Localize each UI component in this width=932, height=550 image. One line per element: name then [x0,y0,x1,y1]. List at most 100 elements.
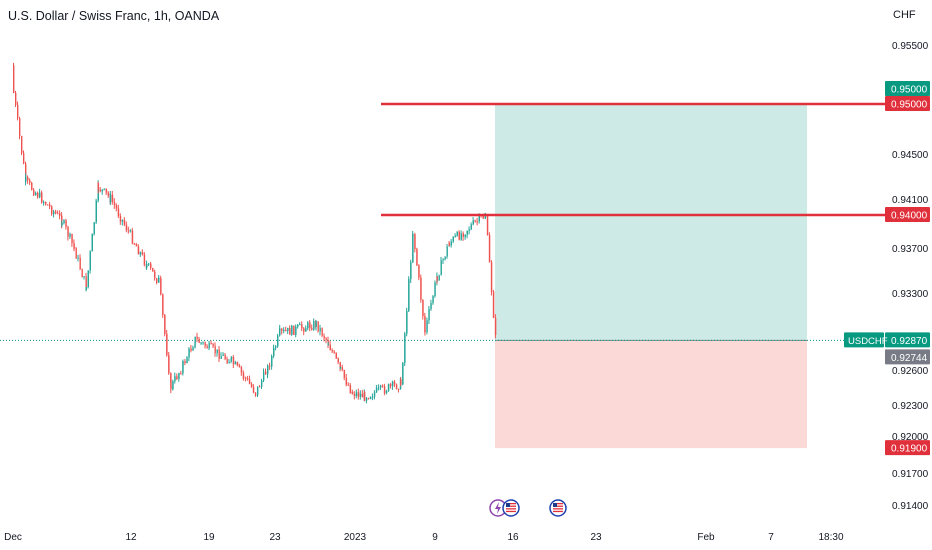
candle-body [490,262,493,292]
candle-body [383,386,386,394]
candle-body [25,163,27,182]
candle-body [61,223,63,225]
candle-body [204,342,206,347]
candle-body [311,328,313,330]
candle-body [150,263,152,268]
candle-body [416,248,418,266]
candle-body [359,393,362,397]
candle-body [307,322,309,329]
candle-body [263,371,265,381]
candle-body [170,373,172,383]
candle-body [31,182,33,190]
flag-stripe [553,503,563,505]
candle-body [363,391,366,401]
candle-body [452,237,454,242]
x-tick-label: 7 [768,532,774,543]
candle-body [349,385,352,393]
candle-body [21,136,23,154]
candle-body [53,211,55,215]
candle-body [371,396,374,398]
candle-body [424,316,426,331]
level-price-badge-text: 0.95000 [891,100,928,111]
candle-body [13,65,15,93]
candle-body [355,392,358,397]
candle-body [410,262,412,280]
candle-body [57,213,59,215]
candle-body [488,235,491,263]
candle-body [402,362,404,385]
candle-body [339,367,342,369]
y-tick-label: 0.92300 [892,401,929,412]
candle-body [180,373,182,375]
candle-body [27,177,29,181]
candle-body [178,373,180,379]
candle-body [170,382,172,390]
candle-body [51,206,53,215]
flag-canton [506,503,510,507]
candle-body [430,303,432,310]
candle-body [127,230,130,232]
candle-body [47,204,49,206]
candle-body [484,216,487,218]
candle-body [73,242,75,248]
y-tick-label: 0.95500 [892,41,929,52]
candle-body [299,324,301,326]
candle-body [226,358,228,364]
candle-body [75,247,77,259]
candle-body [113,202,116,206]
candle-body [400,379,402,385]
candle-body [105,188,108,193]
candle-body [222,354,224,356]
candle-body [408,279,410,311]
candle-body [103,188,106,190]
candle-body [129,230,132,232]
profit-zone[interactable] [495,104,807,341]
candle-body [277,335,279,347]
candle-body [406,310,408,334]
candle-body [101,189,104,192]
candle-body [236,362,239,366]
candle-body [381,385,384,387]
level-price-badge-text: 0.94000 [891,211,928,222]
loss-zone[interactable] [495,340,807,449]
candle-body [123,219,126,225]
candle-body [287,327,289,332]
candle-body [109,194,112,203]
candle-body [482,215,484,219]
candle-body [341,367,344,371]
candle-body [444,256,446,260]
current-price-badge-text: 0.92870 [891,336,928,347]
us-flag-icon[interactable] [502,499,520,517]
stop-price-badge-text: 0.91900 [891,444,928,455]
candle-body [194,336,196,344]
candle-body [468,229,470,231]
candle-body [202,342,204,344]
candle-body [319,328,321,332]
candle-body [59,213,61,216]
candle-body [184,361,186,364]
candle-body [107,192,110,196]
candle-body [200,342,202,344]
candle-body [168,355,170,374]
candle-body [41,192,43,203]
candle-body [49,204,51,207]
candle-body [141,252,144,255]
candle-body [97,183,100,190]
candle-body [73,247,75,249]
candle-body [156,278,158,283]
symbol-badge [844,332,884,348]
candle-body [448,242,450,246]
chart-title: U.S. Dollar / Swiss Franc, 1h, OANDA [8,9,220,23]
candle-body [216,349,218,354]
candle-body [182,363,184,374]
candle-body [208,342,210,349]
x-tick-label: 9 [432,532,438,543]
candle-body [476,221,478,223]
us-flag-icon[interactable] [549,499,567,517]
candle-body [460,233,462,240]
candle-body [125,224,128,231]
candle-body [117,208,120,216]
y-tick-label: 0.91400 [892,501,929,512]
candle-body [25,177,27,182]
